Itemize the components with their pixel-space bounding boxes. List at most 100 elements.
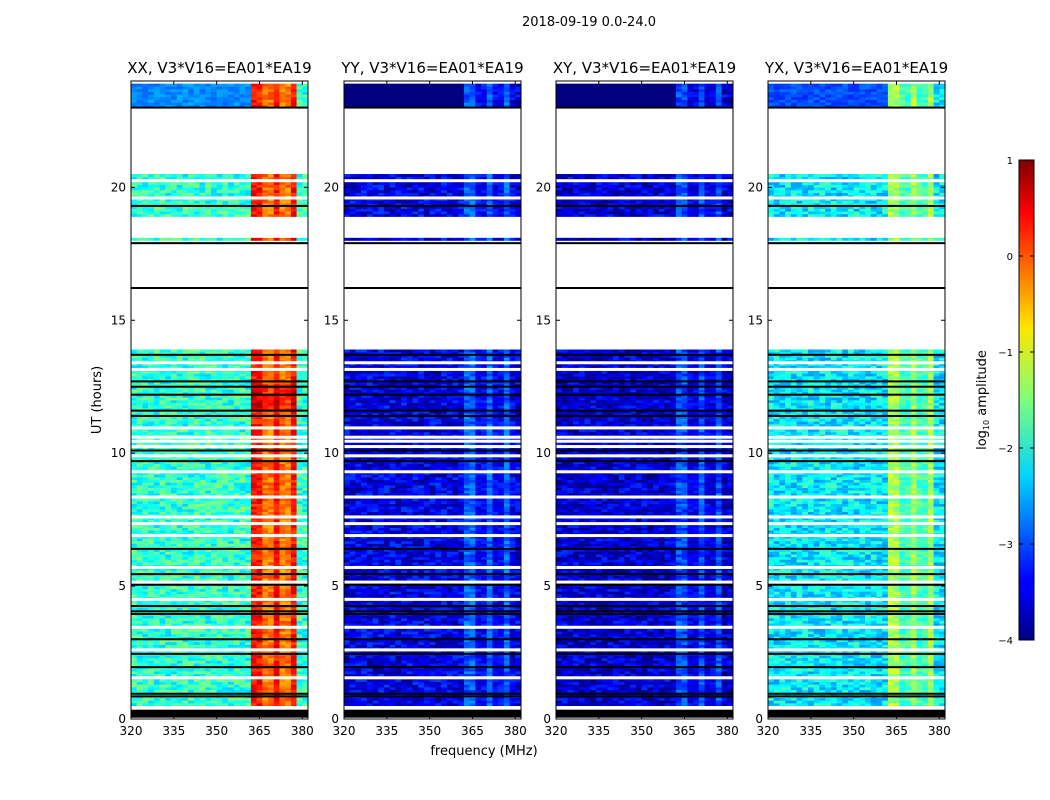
heatmap-cell xyxy=(216,447,223,451)
heatmap-cell xyxy=(279,474,286,478)
heatmap-cell xyxy=(262,527,269,531)
heatmap-cell xyxy=(176,551,183,555)
heatmap-cell xyxy=(193,442,200,446)
heatmap-cell xyxy=(239,431,246,435)
heatmap-cell xyxy=(279,352,286,356)
heatmap-cell xyxy=(153,365,160,369)
heatmap-cell xyxy=(148,384,155,388)
heatmap-cell xyxy=(142,376,149,380)
heatmap-cell xyxy=(222,474,229,478)
heatmap-cell xyxy=(165,410,172,414)
heatmap-cell xyxy=(199,477,206,481)
heatmap-cell xyxy=(199,703,206,707)
heatmap-cell xyxy=(205,697,212,701)
heatmap-cell xyxy=(285,527,292,531)
heatmap-cell xyxy=(188,400,195,403)
heatmap-cell xyxy=(222,657,229,661)
heatmap-cell xyxy=(148,554,155,558)
heatmap-cell xyxy=(199,594,206,598)
heatmap-cell xyxy=(136,88,143,92)
heatmap-cell xyxy=(239,501,246,504)
heatmap-cell xyxy=(245,94,252,98)
heatmap-cell xyxy=(136,423,143,427)
heatmap-cell xyxy=(136,660,143,664)
heatmap-cell xyxy=(210,485,217,489)
heatmap-cell xyxy=(216,684,223,688)
heatmap-cell xyxy=(296,631,303,635)
heatmap-cell xyxy=(182,482,189,486)
heatmap-cell xyxy=(228,86,235,90)
heatmap-cell xyxy=(256,381,263,385)
heatmap-cell xyxy=(228,588,235,592)
heatmap-cell xyxy=(262,543,269,547)
heatmap-cell xyxy=(285,99,292,103)
heatmap-cell xyxy=(216,633,223,637)
heatmap-cell xyxy=(199,373,206,377)
heatmap-cell xyxy=(142,689,149,693)
heatmap-cell xyxy=(233,450,240,454)
heatmap-cell xyxy=(176,511,183,515)
heatmap-cell xyxy=(136,554,143,558)
heatmap-cell xyxy=(131,192,138,196)
heatmap-cell xyxy=(302,200,309,204)
heatmap-cell xyxy=(176,189,183,193)
heatmap-cell xyxy=(153,639,160,643)
heatmap-cell xyxy=(159,657,166,661)
heatmap-cell xyxy=(262,697,269,701)
heatmap-cell xyxy=(273,431,280,435)
heatmap-cell xyxy=(279,237,286,241)
flag-stripe xyxy=(131,648,308,652)
heatmap-cell xyxy=(245,493,252,496)
heatmap-cell xyxy=(296,487,303,491)
heatmap-cell xyxy=(148,392,155,395)
heatmap-cell xyxy=(148,673,155,677)
heatmap-cell xyxy=(136,511,143,515)
heatmap-cell xyxy=(188,586,195,590)
heatmap-cell xyxy=(188,655,195,659)
heatmap-cell xyxy=(170,463,177,467)
heatmap-cell xyxy=(279,461,286,465)
heatmap-cell xyxy=(188,182,195,185)
heatmap-cell xyxy=(222,211,229,215)
heatmap-cell xyxy=(182,402,189,406)
heatmap-cell xyxy=(245,176,252,180)
heatmap-cell xyxy=(153,423,160,427)
heatmap-cell xyxy=(142,397,149,401)
heatmap-cell xyxy=(188,617,195,621)
heatmap-cell xyxy=(250,490,257,494)
heatmap-cell xyxy=(131,94,138,98)
heatmap-cell xyxy=(153,477,160,481)
heatmap-cell xyxy=(285,91,292,95)
heatmap-cell xyxy=(182,370,189,374)
heatmap-cell xyxy=(222,546,229,550)
heatmap-cell xyxy=(228,381,235,385)
heatmap-cell xyxy=(199,392,206,395)
heatmap-cell xyxy=(273,237,280,241)
heatmap-cell xyxy=(153,237,160,241)
heatmap-cell xyxy=(228,543,235,547)
heatmap-cell xyxy=(188,94,195,98)
heatmap-cell xyxy=(136,429,143,433)
heatmap-cell xyxy=(285,83,292,87)
heatmap-cell xyxy=(296,519,303,523)
heatmap-cell xyxy=(222,237,229,241)
heatmap-cell xyxy=(170,205,177,209)
heatmap-cell xyxy=(222,554,229,558)
heatmap-cell xyxy=(205,684,212,688)
heatmap-cell xyxy=(159,586,166,590)
heatmap-cell xyxy=(239,461,246,465)
heatmap-cell xyxy=(250,458,257,462)
heatmap-cell xyxy=(153,575,160,579)
heatmap-cell xyxy=(216,527,223,531)
heatmap-cell xyxy=(290,538,297,542)
heatmap-cell xyxy=(216,200,223,204)
heatmap-cell xyxy=(285,487,292,491)
heatmap-cell xyxy=(193,556,200,560)
heatmap-cell xyxy=(148,668,155,672)
heatmap-cell xyxy=(188,556,195,560)
heatmap-cell xyxy=(188,187,195,191)
heatmap-cell xyxy=(268,530,275,534)
heatmap-cell xyxy=(136,570,143,574)
heatmap-cell xyxy=(193,349,200,353)
